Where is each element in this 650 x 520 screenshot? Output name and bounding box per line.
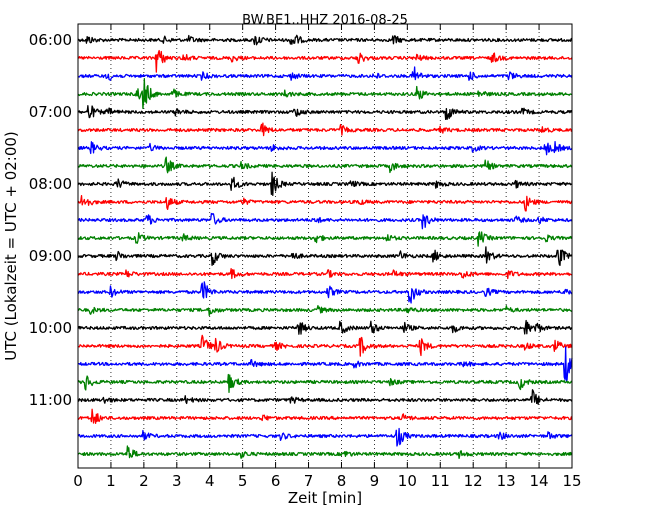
trace-0600 [77, 34, 573, 46]
y-tick-label: 10:00 [29, 319, 72, 337]
trace-0915 [77, 268, 573, 280]
trace-1015 [77, 334, 573, 357]
x-tick-label: 14 [530, 472, 549, 490]
trace-1000 [77, 319, 573, 335]
x-tick-label: 9 [370, 472, 380, 490]
trace-0645 [77, 77, 573, 109]
trace-0630 [77, 66, 573, 81]
trace-0800 [77, 171, 573, 197]
x-tick-label: 2 [139, 472, 149, 490]
x-tick-label: 10 [398, 472, 417, 490]
chart-title: BW.BE1..HHZ 2016-08-25 [242, 13, 408, 28]
trace-0730 [77, 141, 573, 156]
y-tick-label: 06:00 [29, 31, 72, 49]
x-tick-label: 4 [205, 472, 215, 490]
trace-1115 [77, 408, 573, 425]
trace-0745 [77, 156, 573, 174]
y-axis-ticks: 06:00 07:00 08:00 09:00 10:00 11:00 [29, 31, 572, 409]
x-tick-label: 15 [562, 472, 581, 490]
trace-1045 [77, 373, 573, 393]
x-tick-label: 0 [73, 472, 83, 490]
y-tick-label: 07:00 [29, 103, 72, 121]
y-tick-label: 08:00 [29, 175, 72, 193]
trace-1145 [77, 445, 573, 460]
y-axis-label: UTC (Lokalzeit = UTC + 02:00) [2, 131, 20, 361]
x-tick-label: 3 [172, 472, 182, 490]
trace-0815 [77, 194, 573, 212]
x-axis-ticks: 0 1 2 3 4 5 6 7 8 9 10 11 12 13 14 15 [73, 24, 582, 490]
y-tick-label: 11:00 [29, 391, 72, 409]
trace-0715 [77, 122, 573, 137]
x-tick-label: 6 [271, 472, 281, 490]
trace-0830 [77, 212, 573, 230]
trace-1100 [77, 389, 573, 405]
trace-group [77, 34, 573, 460]
trace-1130 [77, 427, 573, 447]
x-tick-label: 8 [337, 472, 347, 490]
y-tick-label: 09:00 [29, 247, 72, 265]
x-tick-label: 7 [304, 472, 314, 490]
trace-0845 [77, 231, 573, 247]
trace-0700 [77, 105, 573, 121]
trace-0900 [77, 246, 573, 267]
x-tick-label: 11 [431, 472, 450, 490]
x-tick-label: 12 [464, 472, 483, 490]
x-axis-label: Zeit [min] [288, 489, 362, 507]
trace-1030 [77, 346, 573, 382]
x-tick-label: 1 [106, 472, 116, 490]
trace-0615 [77, 49, 573, 73]
trace-0930 [77, 281, 573, 304]
x-tick-label: 13 [497, 472, 516, 490]
x-tick-label: 5 [238, 472, 248, 490]
trace-0945 [77, 304, 573, 317]
plot-frame [77, 23, 573, 469]
